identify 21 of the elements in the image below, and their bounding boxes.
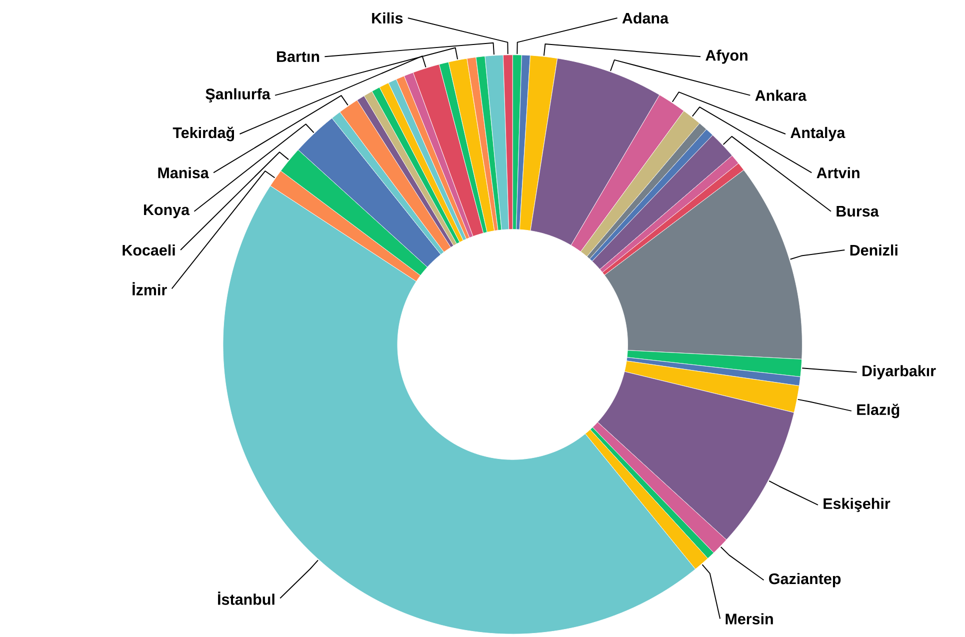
slice-label: Eskişehir <box>824 498 890 512</box>
slice-label: Ankara <box>755 90 807 102</box>
slice-label: Artvin <box>816 167 860 178</box>
slice-label: Adana <box>622 12 669 24</box>
slice-label: Bursa <box>836 206 879 217</box>
slice-label: Tekirdağ <box>172 126 234 142</box>
slice-label: Bartın <box>277 51 320 62</box>
slice-label: Kocaeli <box>122 244 175 256</box>
slice-label: Gaziantep <box>769 573 841 588</box>
slice-label: Antalya <box>790 127 846 142</box>
slice-label: Konya <box>144 204 190 218</box>
slice-label: Mersin <box>726 613 773 624</box>
slice-label: Elazığ <box>857 404 900 418</box>
slice-label: Afyon <box>706 50 748 64</box>
slice-label: Kilis <box>372 12 403 24</box>
slice-label: Manisa <box>158 167 209 178</box>
slice-label: İstanbul <box>218 592 274 605</box>
slice-label: Diyarbakır <box>862 365 936 380</box>
slice-label: Şanlıurfa <box>206 88 270 103</box>
slice-label: Denizli <box>850 244 898 256</box>
slice-label: İzmir <box>132 282 167 296</box>
